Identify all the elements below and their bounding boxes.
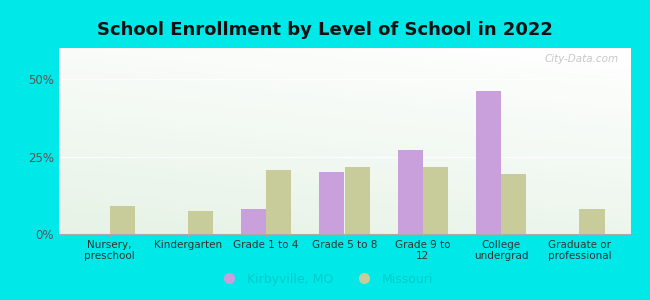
Bar (344, 167, 370, 234)
Bar (579, 209, 604, 234)
Bar (241, 209, 266, 234)
Text: School Enrollment by Level of School in 2022: School Enrollment by Level of School in … (97, 21, 553, 39)
Bar (266, 170, 291, 234)
Bar (501, 173, 526, 234)
Bar (422, 167, 448, 234)
Bar (319, 172, 344, 234)
Legend: Kirbyville, MO, Missouri: Kirbyville, MO, Missouri (212, 268, 438, 291)
Bar (476, 92, 501, 234)
Bar (188, 211, 213, 234)
Text: City-Data.com: City-Data.com (545, 54, 619, 64)
Bar (398, 150, 423, 234)
Bar (110, 206, 135, 234)
